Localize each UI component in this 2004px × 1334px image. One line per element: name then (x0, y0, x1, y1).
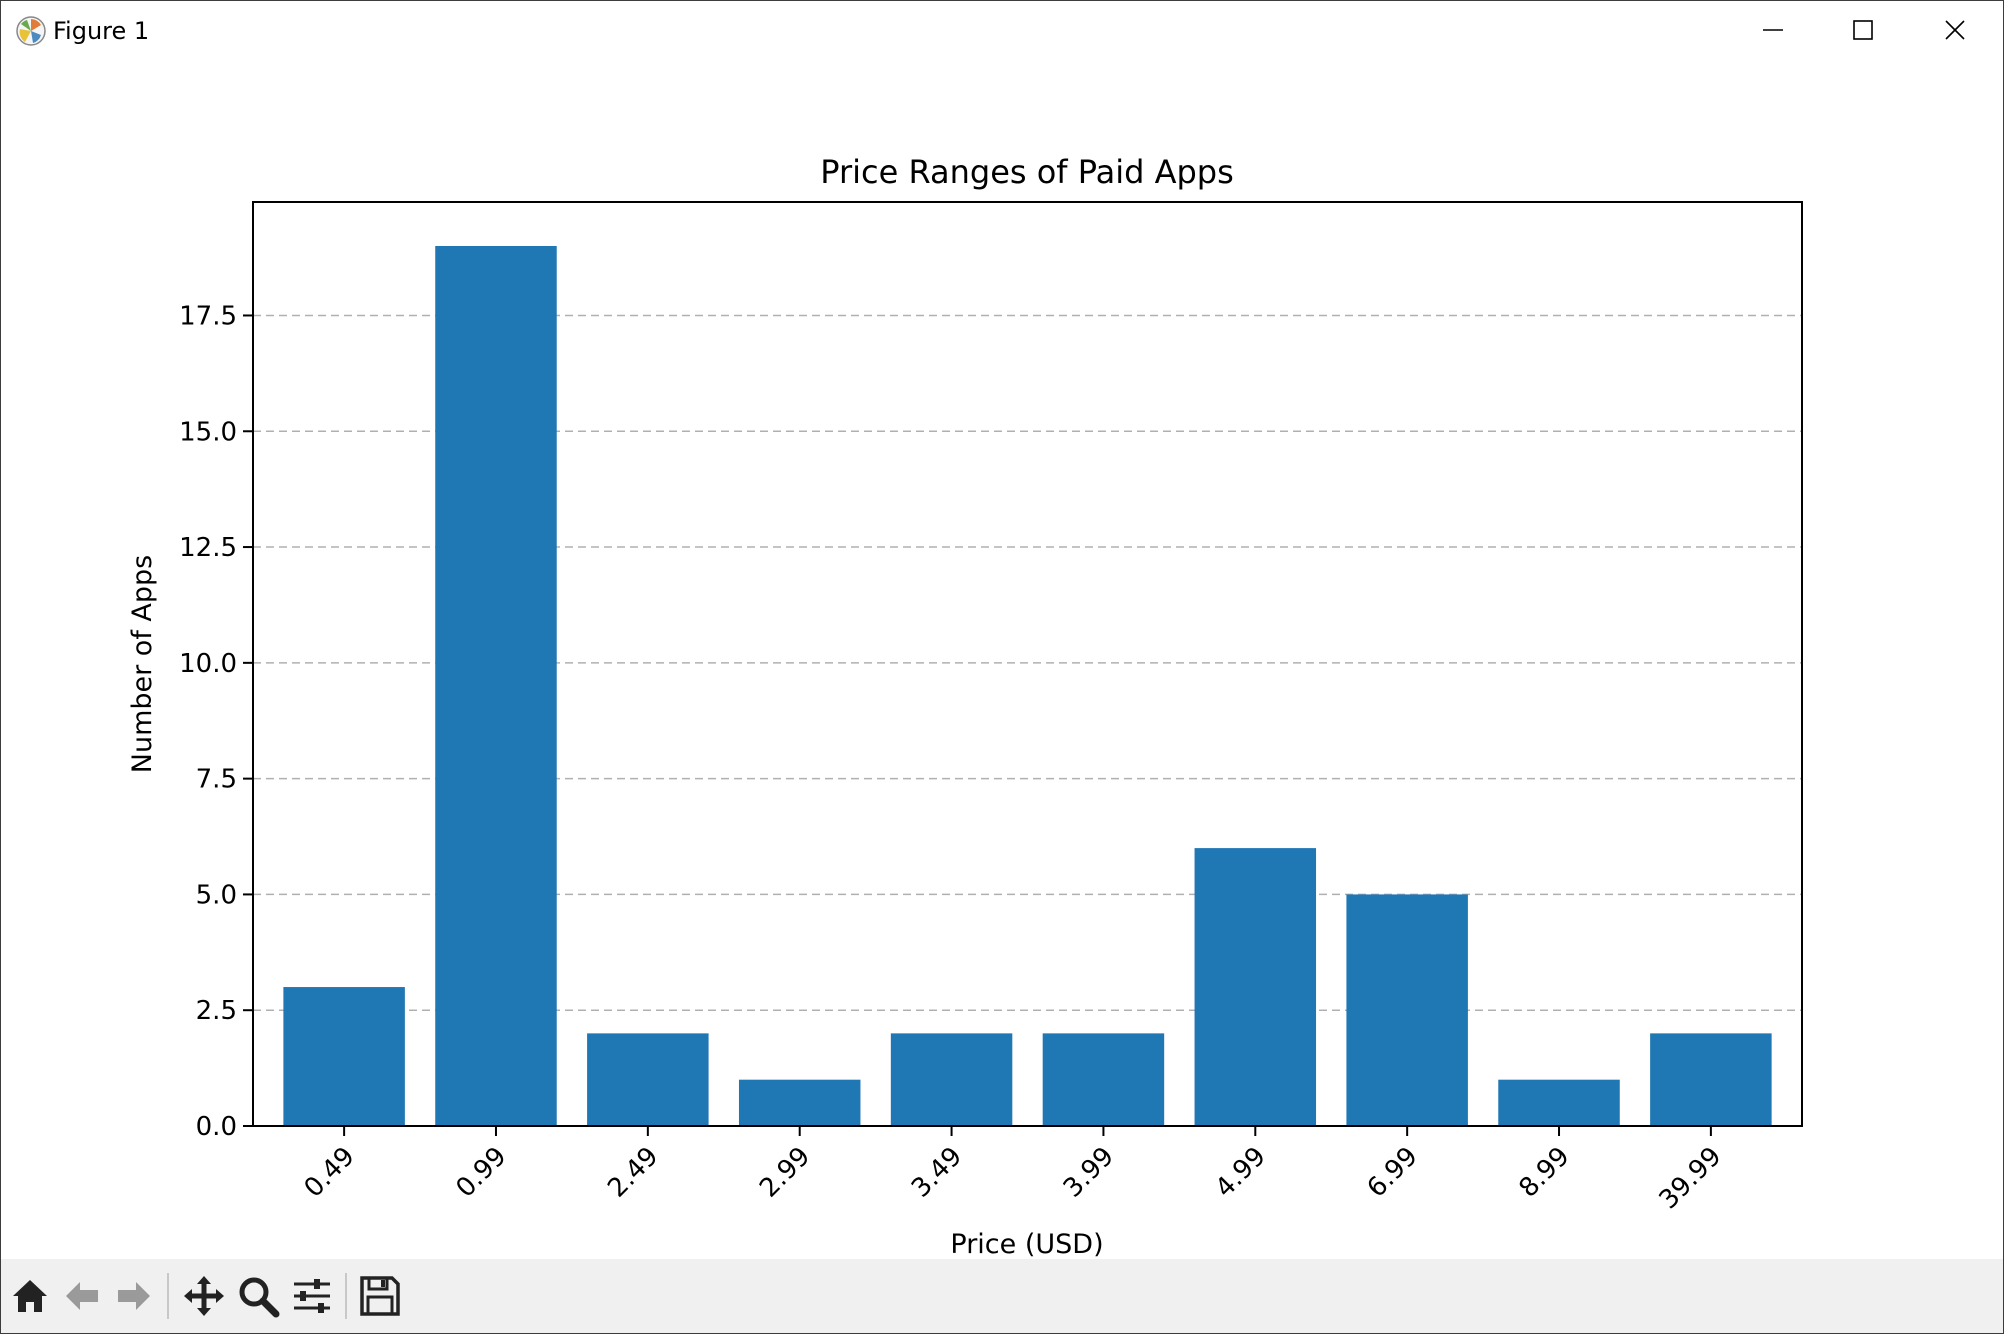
bar (1042, 1033, 1165, 1126)
figure-canvas[interactable]: Price Ranges of Paid Apps 0.0 2.5 5.0 7.5 10… (1, 59, 2003, 1260)
y-tick-label: 17.5 (179, 301, 237, 331)
matplotlib-icon (16, 16, 46, 46)
forward-button[interactable] (109, 1271, 159, 1321)
pan-button[interactable] (179, 1271, 229, 1321)
window-title: Figure 1 (53, 17, 150, 45)
y-axis-label: Number of Apps (127, 555, 158, 773)
configure-subplots-icon (294, 1279, 330, 1313)
save-button[interactable] (355, 1271, 405, 1321)
bar (283, 987, 405, 1126)
bar (587, 1033, 709, 1126)
zoom-button[interactable] (233, 1271, 283, 1321)
back-button[interactable] (57, 1271, 107, 1321)
minimize-icon (1763, 29, 1783, 31)
pan-icon (184, 1276, 224, 1316)
x-axis-label: Price (USD) (950, 1229, 1103, 1259)
bar-chart: Price Ranges of Paid Apps 0.0 2.5 5.0 7.5 10… (1, 59, 2003, 1260)
save-icon (360, 1276, 400, 1316)
bar (1650, 1033, 1772, 1126)
bar (1498, 1079, 1620, 1126)
close-icon (1945, 20, 1965, 40)
axes-frame (252, 201, 1803, 1127)
chart-title: Price Ranges of Paid Apps (820, 153, 1234, 191)
y-tick-label: 0.0 (196, 1112, 237, 1142)
forward-arrow-icon (118, 1282, 150, 1310)
zoom-icon (239, 1277, 280, 1318)
bar (435, 246, 557, 1126)
bars (283, 246, 1772, 1126)
y-tick-label: 15.0 (179, 417, 237, 447)
close-button[interactable] (1909, 1, 2001, 59)
configure-subplots-button[interactable] (287, 1271, 337, 1321)
title-bar: Figure 1 (1, 1, 2003, 59)
grid-lines (253, 314, 1802, 1011)
navigation-toolbar (1, 1259, 2003, 1333)
back-arrow-icon (66, 1282, 98, 1310)
minimize-button[interactable] (1727, 1, 1819, 59)
y-tick-label: 7.5 (196, 765, 237, 795)
y-tick-label: 5.0 (196, 880, 237, 910)
y-tick-label: 12.5 (179, 533, 237, 563)
y-tick-label: 2.5 (196, 996, 237, 1026)
bar (738, 1079, 861, 1126)
home-button[interactable] (5, 1271, 55, 1321)
home-icon (13, 1280, 47, 1312)
toolbar-separator (167, 1273, 169, 1319)
bar (1194, 848, 1317, 1126)
maximize-icon (1853, 20, 1873, 40)
y-tick-label: 10.0 (179, 649, 237, 679)
maximize-button[interactable] (1817, 1, 1909, 59)
toolbar-separator (345, 1273, 347, 1319)
bar (890, 1033, 1013, 1126)
bar (1346, 894, 1468, 1126)
y-axis-ticks: 0.0 2.5 5.0 7.5 10.0 12.5 15.0 17.5 (179, 301, 253, 1142)
